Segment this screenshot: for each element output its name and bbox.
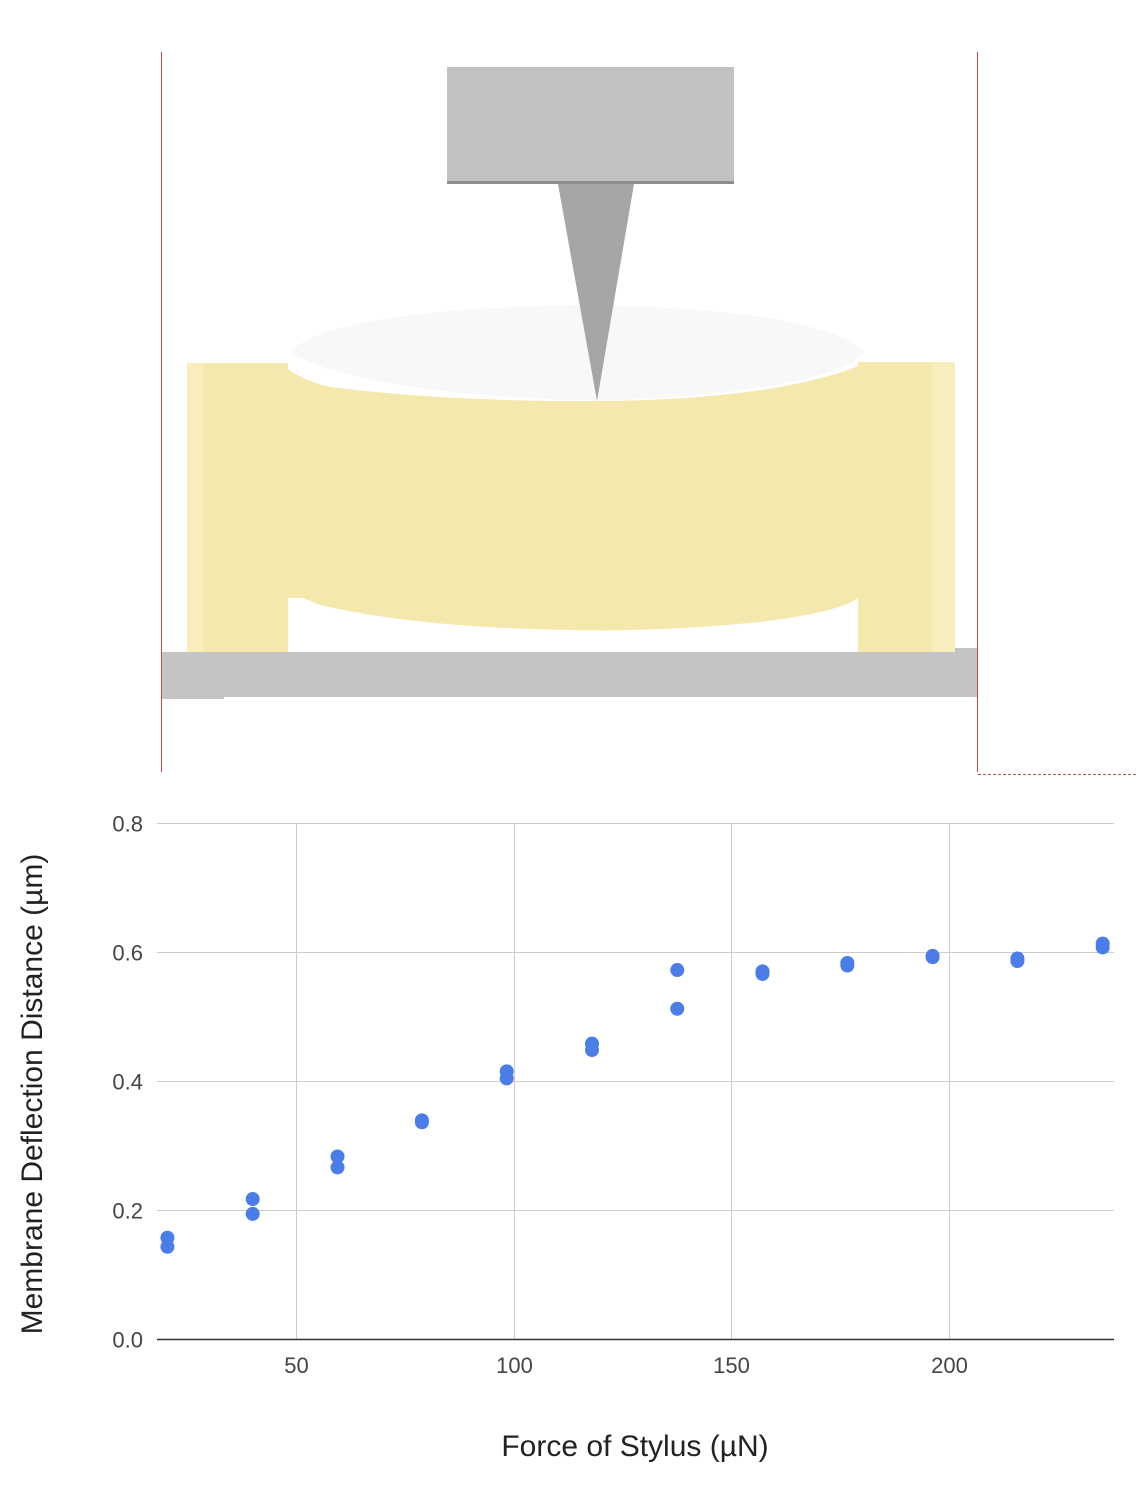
membrane-top-surface [290,305,864,401]
membrane-illustration [161,52,1138,775]
data-point [330,1149,345,1164]
x-tick-label: 100 [496,1353,533,1378]
data-point [755,966,770,981]
y-tick-label: 0.6 [112,941,143,966]
base-plate [162,652,977,697]
base-plate-left-step [162,690,224,699]
stylus-tip [558,184,634,401]
data-point [245,1192,260,1207]
x-axis-title: Force of Stylus (µN) [501,1430,768,1463]
data-point [670,963,685,978]
data-point [330,1160,345,1175]
data-point [585,1043,599,1058]
data-point [414,1115,429,1130]
tick-labels: 0.0 0.2 0.4 0.6 0.8 50 100 150 200 [112,812,967,1379]
data-point [499,1071,514,1086]
y-tick-label: 0.0 [112,1328,143,1353]
stylus-block-edge [447,181,734,184]
data-point [1010,954,1025,969]
data-point [160,1239,175,1254]
gridlines [157,823,1114,1339]
data-point [245,1206,260,1221]
deflected-membrane [283,363,866,631]
x-tick-label: 150 [713,1353,750,1378]
y-tick-label: 0.8 [112,812,143,837]
data-point [840,958,855,973]
left-support-edge [187,363,203,652]
x-tick-label: 200 [931,1353,968,1378]
y-tick-label: 0.4 [112,1070,143,1095]
x-tick-label: 50 [284,1353,308,1378]
right-support-edge [932,362,955,652]
stylus-block [447,67,734,183]
data-points [160,936,1110,1254]
left-support [187,363,288,652]
y-tick-label: 0.2 [112,1199,143,1224]
scatter-chart: 0.0 0.2 0.4 0.6 0.8 50 100 150 200 Force of Styl… [16,812,1114,1463]
data-point [925,950,940,965]
y-axis-title: Membrane Deflection Distance (µm) [16,854,49,1335]
data-point [1095,940,1110,955]
data-point [670,1001,685,1016]
